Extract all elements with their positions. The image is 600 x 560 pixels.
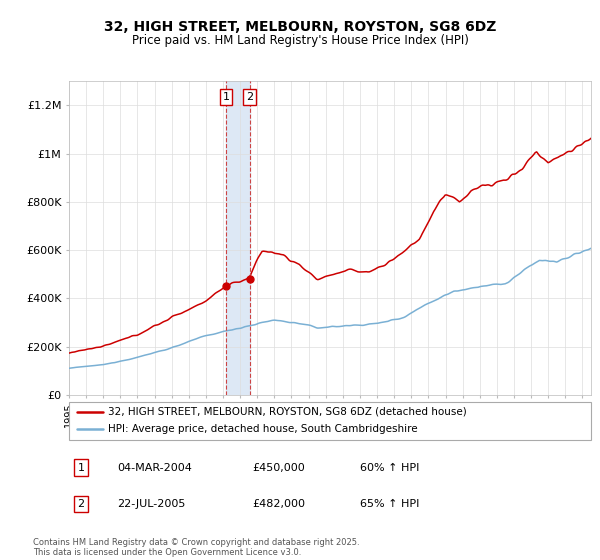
Text: Contains HM Land Registry data © Crown copyright and database right 2025.
This d: Contains HM Land Registry data © Crown c… bbox=[33, 538, 359, 557]
Text: 2: 2 bbox=[77, 499, 85, 509]
Text: Price paid vs. HM Land Registry's House Price Index (HPI): Price paid vs. HM Land Registry's House … bbox=[131, 34, 469, 46]
Text: 04-MAR-2004: 04-MAR-2004 bbox=[117, 463, 192, 473]
Text: 1: 1 bbox=[223, 92, 229, 102]
Text: HPI: Average price, detached house, South Cambridgeshire: HPI: Average price, detached house, Sout… bbox=[108, 424, 418, 435]
Bar bbox=[226, 81, 250, 395]
Text: £450,000: £450,000 bbox=[252, 463, 305, 473]
FancyBboxPatch shape bbox=[69, 402, 591, 440]
Text: £482,000: £482,000 bbox=[252, 499, 305, 509]
Text: 65% ↑ HPI: 65% ↑ HPI bbox=[360, 499, 419, 509]
Text: 60% ↑ HPI: 60% ↑ HPI bbox=[360, 463, 419, 473]
Text: 1: 1 bbox=[77, 463, 85, 473]
Text: 2: 2 bbox=[246, 92, 253, 102]
Text: 32, HIGH STREET, MELBOURN, ROYSTON, SG8 6DZ (detached house): 32, HIGH STREET, MELBOURN, ROYSTON, SG8 … bbox=[108, 407, 467, 417]
Text: 32, HIGH STREET, MELBOURN, ROYSTON, SG8 6DZ: 32, HIGH STREET, MELBOURN, ROYSTON, SG8 … bbox=[104, 20, 496, 34]
Text: 22-JUL-2005: 22-JUL-2005 bbox=[117, 499, 185, 509]
